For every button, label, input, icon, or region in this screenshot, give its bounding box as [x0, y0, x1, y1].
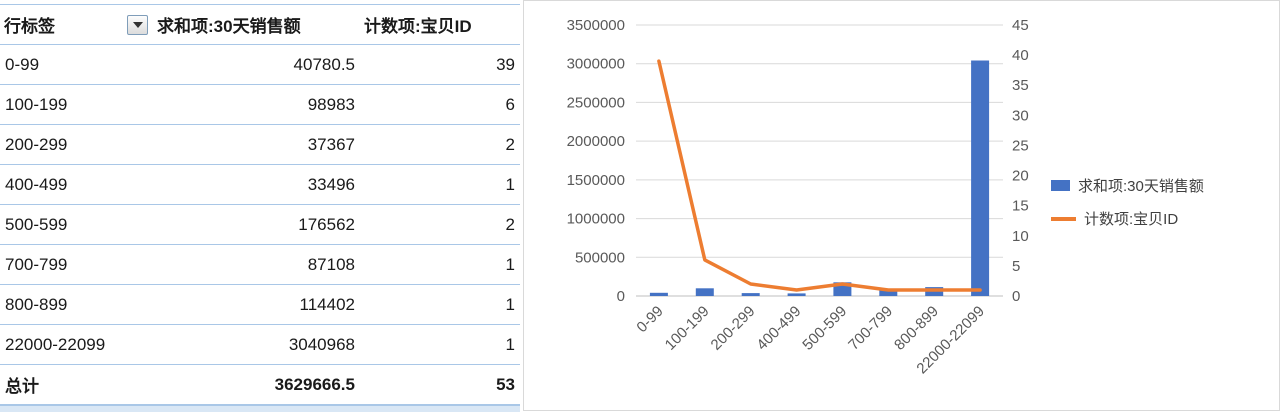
table-row: 200-299 37367 2: [0, 124, 520, 165]
count-cell[interactable]: 6: [360, 84, 520, 125]
svg-text:40: 40: [1012, 47, 1029, 64]
legend-label-sales: 求和项:30天销售额: [1078, 178, 1204, 195]
total-count-cell[interactable]: 53: [360, 364, 520, 405]
next-row-strip: [0, 405, 520, 412]
svg-text:2000000: 2000000: [567, 133, 625, 150]
count-cell[interactable]: 1: [360, 324, 520, 365]
svg-text:1000000: 1000000: [567, 211, 625, 228]
svg-text:15: 15: [1012, 198, 1029, 215]
row-label-cell[interactable]: 22000-22099: [0, 324, 153, 365]
count-cell[interactable]: 1: [360, 284, 520, 325]
svg-text:0-99: 0-99: [633, 303, 666, 336]
table-row: 400-499 33496 1: [0, 164, 520, 205]
table-row: 100-199 98983 6: [0, 84, 520, 125]
chart-legend: 求和项:30天销售额 计数项:宝贝ID: [1051, 175, 1204, 229]
sales-cell[interactable]: 3040968: [153, 324, 360, 365]
svg-text:500000: 500000: [575, 249, 625, 266]
table-row: 500-599 176562 2: [0, 204, 520, 245]
svg-text:25: 25: [1012, 137, 1029, 154]
legend-item-count[interactable]: 计数项:宝贝ID: [1051, 208, 1204, 229]
count-cell[interactable]: 1: [360, 244, 520, 285]
svg-text:0: 0: [617, 288, 625, 305]
svg-text:3000000: 3000000: [567, 56, 625, 73]
svg-text:400-499: 400-499: [753, 303, 804, 354]
combo-chart-panel[interactable]: 0 500000 1000000 1500000 2000000 2500000 30000…: [523, 0, 1280, 411]
svg-text:100-199: 100-199: [662, 303, 713, 354]
sales-cell[interactable]: 37367: [153, 124, 360, 165]
bar-series-swatch-icon: [1051, 180, 1070, 191]
svg-text:3500000: 3500000: [567, 17, 625, 34]
total-row: 总计 3629666.5 53: [0, 364, 520, 405]
svg-text:20: 20: [1012, 168, 1029, 185]
row-labels-header-cell[interactable]: 行标签: [0, 4, 153, 45]
svg-text:200-299: 200-299: [708, 303, 759, 354]
svg-text:500-599: 500-599: [799, 303, 850, 354]
svg-text:10: 10: [1012, 228, 1029, 245]
legend-item-sales[interactable]: 求和项:30天销售额: [1051, 175, 1204, 196]
svg-text:1500000: 1500000: [567, 172, 625, 189]
count-cell[interactable]: 1: [360, 164, 520, 205]
row-labels-header: 行标签: [4, 17, 55, 36]
table-row: 0-99 40780.5 39: [0, 44, 520, 85]
svg-text:0: 0: [1012, 288, 1020, 305]
sales-cell[interactable]: 176562: [153, 204, 360, 245]
sales-cell[interactable]: 114402: [153, 284, 360, 325]
row-label-cell[interactable]: 500-599: [0, 204, 153, 245]
svg-text:5: 5: [1012, 258, 1020, 275]
svg-text:35: 35: [1012, 77, 1029, 94]
combo-chart[interactable]: 0 500000 1000000 1500000 2000000 2500000 30000…: [524, 1, 1280, 412]
row-label-cell[interactable]: 400-499: [0, 164, 153, 205]
count-cell[interactable]: 2: [360, 124, 520, 165]
pivot-table: 行标签 求和项:30天销售额 计数项:宝贝ID 0-99 40780.5 39 100…: [0, 0, 523, 412]
row-label-cell[interactable]: 100-199: [0, 84, 153, 125]
table-row: 22000-22099 3040968 1: [0, 324, 520, 365]
svg-text:45: 45: [1012, 17, 1029, 34]
row-label-cell[interactable]: 700-799: [0, 244, 153, 285]
total-sales-cell[interactable]: 3629666.5: [153, 364, 360, 405]
table-row: 800-899 114402 1: [0, 284, 520, 325]
pivot-table-grid: 行标签 求和项:30天销售额 计数项:宝贝ID 0-99 40780.5 39 100…: [0, 4, 520, 405]
row-label-cell[interactable]: 800-899: [0, 284, 153, 325]
count-cell[interactable]: 2: [360, 204, 520, 245]
total-label-cell[interactable]: 总计: [0, 364, 153, 405]
sales-cell[interactable]: 33496: [153, 164, 360, 205]
count-header[interactable]: 计数项:宝贝ID: [360, 4, 520, 45]
sales-header[interactable]: 求和项:30天销售额: [153, 4, 360, 45]
legend-label-count: 计数项:宝贝ID: [1084, 211, 1179, 228]
line-series-swatch-icon: [1051, 216, 1076, 221]
count-cell[interactable]: 39: [360, 44, 520, 85]
header-row: 行标签 求和项:30天销售额 计数项:宝贝ID: [0, 4, 520, 45]
svg-text:30: 30: [1012, 107, 1029, 124]
svg-text:2500000: 2500000: [567, 94, 625, 111]
svg-text:700-799: 700-799: [845, 303, 896, 354]
sales-cell[interactable]: 40780.5: [153, 44, 360, 85]
filter-dropdown-button[interactable]: [127, 14, 148, 35]
chevron-down-icon: [132, 21, 143, 28]
table-row: 700-799 87108 1: [0, 244, 520, 285]
sales-cell[interactable]: 98983: [153, 84, 360, 125]
row-label-cell[interactable]: 0-99: [0, 44, 153, 85]
row-label-cell[interactable]: 200-299: [0, 124, 153, 165]
sales-cell[interactable]: 87108: [153, 244, 360, 285]
